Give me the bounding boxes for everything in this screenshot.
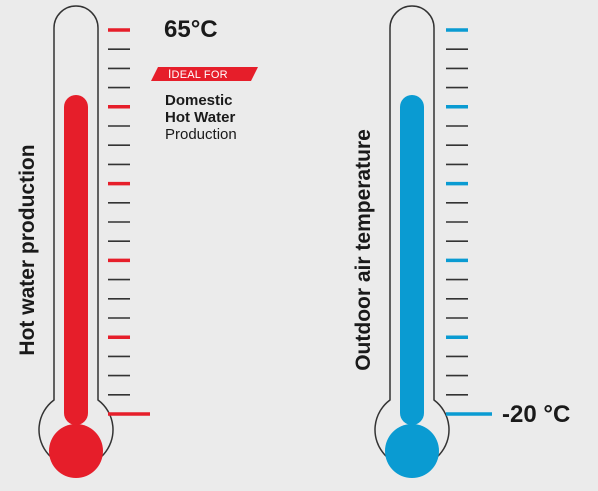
min-temperature-label: -20 °C (502, 401, 571, 428)
description-line-3: Production (165, 126, 237, 143)
description-line-1: Domestic (165, 92, 233, 109)
ideal-for-text: IDEAL FOR (168, 67, 228, 81)
cold-tick-scale (446, 28, 492, 416)
description-line-2: Hot Water (165, 109, 236, 126)
hot-vertical-label: Hot water production (16, 144, 39, 356)
max-temperature-label: 65°C (164, 16, 218, 43)
ideal-for-description: Domestic Hot Water Production (165, 92, 237, 143)
cold-vertical-label: Outdoor air temperature (352, 129, 375, 371)
hot-tick-scale (108, 28, 150, 416)
cold-thermometer-liquid (385, 95, 439, 478)
ideal-for-badge (151, 67, 258, 81)
hot-thermometer-liquid (49, 95, 103, 478)
